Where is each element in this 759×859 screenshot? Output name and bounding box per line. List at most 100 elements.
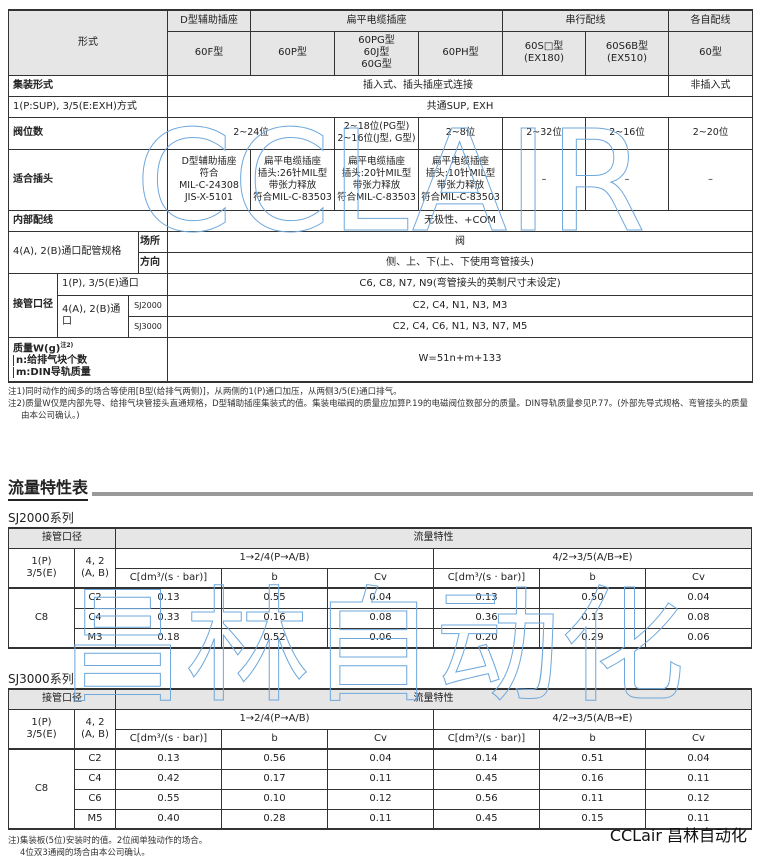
model-header: 60PG型 60J型 60G型 bbox=[334, 30, 419, 76]
cv-header: Cv bbox=[327, 728, 434, 750]
supexh-label: 1(P:SUP), 3/5(E:EXH)方式 bbox=[8, 95, 168, 118]
dir1-header: 1→2/4(P→A/B) bbox=[115, 547, 434, 569]
value-cell: 0.33 bbox=[115, 607, 222, 629]
flow-notes: 注)集装板(5位)安装时的值。2位阀单独动作的场合。 4位双3通阀的场合由本公司… bbox=[8, 835, 752, 859]
value-cell: 0.11 bbox=[645, 808, 752, 830]
sj2000-label: SJ2000 bbox=[128, 294, 168, 317]
weight-value: W=51n+m+133 bbox=[166, 336, 754, 383]
connector-value: 扁平电缆插座 插头:20针MIL型 带张力释放 符合MIL-C-83503 bbox=[334, 148, 419, 211]
b-header: b bbox=[539, 728, 646, 750]
table-row: C4 0.42 0.17 0.11 0.45 0.16 0.11 bbox=[9, 768, 752, 790]
value-cell: 0.13 bbox=[433, 587, 540, 609]
value-cell: 0.51 bbox=[539, 748, 646, 770]
c-header: C[dm³/(s · bar)] bbox=[115, 567, 222, 589]
flow-header: 流量特性 bbox=[115, 527, 752, 549]
port-header: 接管口径 bbox=[8, 688, 116, 710]
value-cell: 0.52 bbox=[221, 627, 328, 649]
value-cell: 0.15 bbox=[539, 808, 646, 830]
port-label: 接管口径 bbox=[8, 272, 58, 338]
wiring-value: 无极性、+COM bbox=[166, 209, 754, 232]
value-cell: 0.11 bbox=[327, 768, 434, 790]
location-label: 场所 bbox=[138, 230, 168, 253]
dir2-header: 4/2→3/5(A/B→E) bbox=[433, 547, 752, 569]
ab-port-cell: C2 bbox=[74, 587, 116, 609]
flow-note-1: 注)集装板(5位)安装时的值。2位阀单独动作的场合。 bbox=[8, 836, 208, 846]
value-cell: 0.11 bbox=[327, 808, 434, 830]
table-row: M3 0.18 0.52 0.06 0.20 0.29 0.06 bbox=[9, 627, 752, 649]
ab-header: 4, 2 (A, B) bbox=[74, 547, 116, 589]
value-cell: 0.56 bbox=[433, 788, 540, 810]
value-cell: 0.08 bbox=[645, 607, 752, 629]
sj2000-title: SJ2000系列 bbox=[8, 511, 74, 525]
c-header: C[dm³/(s · bar)] bbox=[115, 728, 222, 750]
flow-section-title: 流量特性表 bbox=[8, 474, 89, 501]
table-row: M5 0.40 0.28 0.11 0.45 0.15 0.11 bbox=[9, 808, 752, 830]
ab-port-cell: C4 bbox=[74, 768, 116, 790]
watermark-logo: CCLair 昌林自动化 bbox=[609, 826, 747, 845]
stations-value: 2~18位(PG型) 2~16位(J型, G型) bbox=[334, 116, 419, 150]
header-row: 接管口径 流量特性 bbox=[8, 688, 752, 710]
cv-header: Cv bbox=[645, 728, 752, 750]
direction-row: 1(P) 3/5(E) 4, 2 (A, B) 1→2/4(P→A/B) 4/2→3/… bbox=[8, 547, 752, 589]
value-cell: 0.14 bbox=[433, 748, 540, 770]
unit-row: C[dm³/(s · bar)] b Cv C[dm³/(s · bar)] b Cv bbox=[8, 728, 752, 750]
value-cell: 0.16 bbox=[539, 768, 646, 790]
connector-value: 扁平电缆插座 插头:10针MIL型 带张力释放 符合MIL-C-83503 bbox=[417, 148, 504, 211]
value-cell: 0.56 bbox=[221, 748, 328, 770]
value-cell: 0.40 bbox=[115, 808, 222, 830]
connector-value: 扁平电缆插座 插头:26针MIL型 带张力释放 符合MIL-C-83503 bbox=[250, 148, 335, 211]
model-header: 60S□型 (EX180) bbox=[502, 30, 587, 76]
p-port-cell: C8 bbox=[8, 748, 75, 830]
value-cell: 0.11 bbox=[539, 788, 646, 810]
port-header: 接管口径 bbox=[8, 527, 116, 549]
weight-label: 质量W(g)注2) n:给排气块个数 m:DIN导轨质量 bbox=[8, 336, 168, 383]
value-cell: 0.50 bbox=[539, 587, 646, 609]
sj3000-label: SJ3000 bbox=[128, 315, 168, 338]
connector-value: D型辅助插座 符合 MIL-C-24308 JIS-X-5101 bbox=[167, 148, 251, 211]
value-cell: 0.36 bbox=[433, 607, 540, 629]
d-type-header: D型辅助插座 bbox=[167, 9, 251, 32]
b-header: b bbox=[221, 567, 328, 589]
direction-label: 方向 bbox=[138, 251, 168, 274]
sj2000-flow-table: 接管口径 流量特性 1(P) 3/5(E) 4, 2 (A, B) 1→2/4(P→A/… bbox=[8, 527, 752, 649]
sj3000-value: C2, C4, C6, N1, N3, N7, M5 bbox=[166, 315, 754, 338]
stations-value: 2~20位 bbox=[668, 116, 754, 150]
model-header: 60PH型 bbox=[417, 30, 504, 76]
stations-label: 阀位数 bbox=[8, 116, 168, 150]
cv-header: Cv bbox=[327, 567, 434, 589]
weight-title: 质量W(g) bbox=[13, 342, 61, 354]
stations-value: 2~8位 bbox=[417, 116, 504, 150]
c-header: C[dm³/(s · bar)] bbox=[433, 728, 540, 750]
value-cell: 0.28 bbox=[221, 808, 328, 830]
weight-m: m:DIN导轨质量 bbox=[13, 366, 91, 378]
stations-value: 2~16位 bbox=[585, 116, 670, 150]
value-cell: 0.06 bbox=[327, 627, 434, 649]
value-cell: 0.10 bbox=[221, 788, 328, 810]
stations-value: 2~24位 bbox=[167, 116, 335, 150]
p-header: 1(P) 3/5(E) bbox=[8, 547, 75, 589]
flat-cable-header: 扁平电缆插座 bbox=[249, 9, 504, 32]
value-cell: 0.17 bbox=[221, 768, 328, 790]
connector-label: 适合插头 bbox=[8, 148, 168, 211]
model-header: 60S6B型 (EX510) bbox=[585, 30, 670, 76]
value-cell: 0.04 bbox=[645, 587, 752, 609]
direction-row: 1(P) 3/5(E) 4, 2 (A, B) 1→2/4(P→A/B) 4/2→3/… bbox=[8, 708, 752, 750]
ab-port-cell: M3 bbox=[74, 627, 116, 649]
sj3000-title: SJ3000系列 bbox=[8, 672, 74, 686]
value-cell: 0.42 bbox=[115, 768, 222, 790]
table-row: C4 0.33 0.16 0.08 0.36 0.13 0.08 bbox=[9, 607, 752, 629]
value-cell: 0.12 bbox=[645, 788, 752, 810]
wiring-label: 内部配线 bbox=[8, 209, 168, 232]
value-cell: 0.55 bbox=[115, 788, 222, 810]
value-cell: 0.29 bbox=[539, 627, 646, 649]
table-row: C8 C2 0.13 0.56 0.04 0.14 0.51 0.04 bbox=[8, 748, 752, 830]
ab-port-cell: C6 bbox=[74, 788, 116, 810]
value-cell: 0.08 bbox=[327, 607, 434, 629]
value-cell: 0.45 bbox=[433, 768, 540, 790]
p-port-label: 1(P), 3/5(E)通口 bbox=[57, 272, 168, 296]
value-cell: 0.16 bbox=[221, 607, 328, 629]
c-header: C[dm³/(s · bar)] bbox=[433, 567, 540, 589]
table-row: C6 0.55 0.10 0.12 0.56 0.11 0.12 bbox=[9, 788, 752, 810]
value-cell: 0.13 bbox=[115, 748, 222, 770]
note-1: 注1)同时动作的阀多的场合等使用[B型(给排气两侧)]，从两侧的1(P)通口加压… bbox=[8, 387, 402, 397]
